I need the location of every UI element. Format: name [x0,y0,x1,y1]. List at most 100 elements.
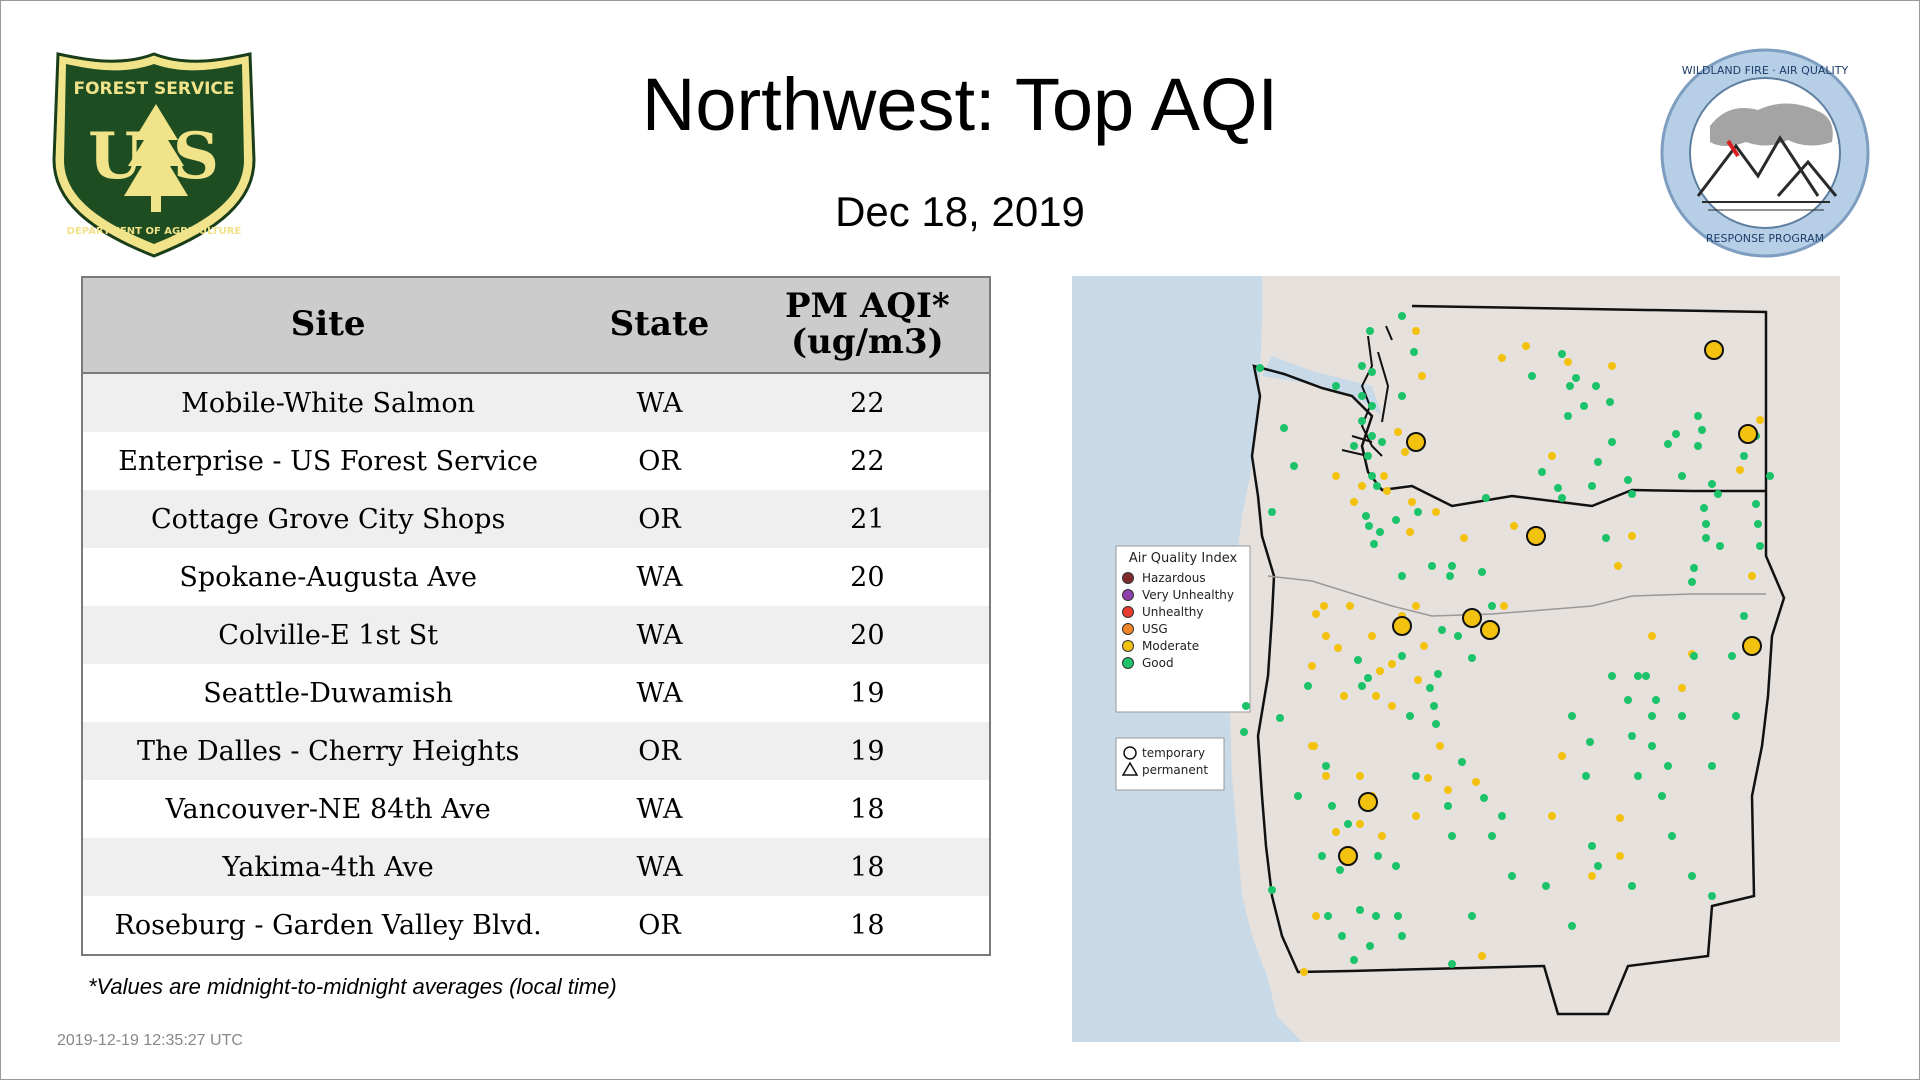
or-wa-border [1267,575,1766,617]
monitor-site-marker [1472,778,1480,786]
monitor-site-marker [1322,772,1330,780]
monitor-site-marker [1708,762,1716,770]
svg-text:S: S [173,119,219,194]
monitor-site-marker [1364,674,1372,682]
monitor-site-marker [1478,952,1486,960]
monitor-site-marker [1678,684,1686,692]
shape-legend-box [1115,737,1225,791]
legend-swatch [1122,572,1134,584]
monitor-site-marker [1332,382,1340,390]
monitor-site-marker [1398,312,1406,320]
temporary-site-marker [1358,792,1378,812]
monitor-site-marker [1568,712,1576,720]
footnote: *Values are midnight-to-midnight average… [88,974,617,999]
monitor-site-marker [1634,672,1642,680]
monitor-site-marker [1538,468,1546,476]
cell-aqi: 22 [745,373,990,432]
cell-state: OR [573,896,746,955]
cell-state: OR [573,432,746,490]
monitor-site-marker [1548,812,1556,820]
monitor-site-marker [1588,482,1596,490]
monitor-site-marker [1542,882,1550,890]
monitor-site-marker [1354,656,1362,664]
legend-label: Very Unhealthy [1142,588,1234,602]
monitor-site-marker [1694,412,1702,420]
monitor-site-marker [1482,494,1490,502]
monitor-site-marker [1318,852,1326,860]
monitor-site-marker [1702,534,1710,542]
monitor-site-marker [1766,472,1774,480]
cell-state: WA [573,606,746,664]
cell-state: OR [573,722,746,780]
header-aqi: PM AQI* (ug/m3) [745,277,990,374]
monitor-site-marker [1436,742,1444,750]
monitor-site-marker [1394,428,1402,436]
temporary-site-marker [1738,424,1758,444]
monitor-site-marker [1566,382,1574,390]
monitor-site-marker [1606,398,1614,406]
monitor-site-marker [1446,572,1454,580]
monitor-site-marker [1368,432,1376,440]
monitor-site-marker [1336,866,1344,874]
monitor-site-marker [1365,522,1373,530]
monitor-site-marker [1480,794,1488,802]
monitor-site-marker [1488,602,1496,610]
monitor-site-marker [1412,772,1420,780]
shape-legend-permanent: permanent [1142,763,1208,777]
washington-coast [1262,276,1402,386]
monitor-site-marker [1756,542,1764,550]
cell-aqi: 22 [745,432,990,490]
monitor-site-marker [1418,372,1426,380]
cell-aqi: 18 [745,838,990,896]
monitor-site-marker [1716,542,1724,550]
monitor-site-marker [1414,508,1422,516]
cell-site: The Dalles - Cherry Heights [82,722,574,780]
monitor-site-marker [1628,532,1636,540]
fs-bottom-text: DEPARTMENT OF AGRICULTURE [67,226,242,237]
table-row: Cottage Grove City Shops OR 21 [82,490,990,548]
monitor-site-marker [1634,772,1642,780]
monitor-site-marker [1312,912,1320,920]
monitor-site-marker [1648,632,1656,640]
monitor-site-marker [1374,852,1382,860]
monitor-site-marker [1368,632,1376,640]
monitor-site-marker [1628,732,1636,740]
monitor-site-marker [1558,752,1566,760]
monitor-site-marker [1358,482,1366,490]
monitor-site-marker [1478,568,1486,576]
cell-aqi: 20 [745,606,990,664]
monitor-site-marker [1528,372,1536,380]
monitor-site-marker [1554,484,1562,492]
monitor-site-marker [1414,676,1422,684]
monitor-site-marker [1383,487,1391,495]
legend-label: Unhealthy [1142,605,1203,619]
map-land [1224,276,1840,1042]
monitor-site-marker [1432,720,1440,728]
monitor-site-marker [1406,528,1414,536]
monitor-site-marker [1376,528,1384,536]
table-row: Yakima-4th Ave WA 18 [82,838,990,896]
monitor-site-marker [1412,327,1420,335]
monitor-site-marker [1488,832,1496,840]
fs-top-text: FOREST SERVICE [73,79,234,99]
monitor-site-marker [1688,578,1696,586]
legend-swatch [1122,623,1134,635]
table-row: Colville-E 1st St WA 20 [82,606,990,664]
monitor-site-marker [1358,362,1366,370]
table-row: Enterprise - US Forest Service OR 22 [82,432,990,490]
monitor-site-marker [1642,672,1650,680]
monitor-site-marker [1338,932,1346,940]
cell-site: Colville-E 1st St [82,606,574,664]
monitor-site-marker [1616,852,1624,860]
monitor-site-marker [1268,886,1276,894]
monitor-site-marker [1708,480,1716,488]
table-row: Seattle-Duwamish WA 19 [82,664,990,722]
monitor-site-marker [1242,702,1250,710]
temporary-site-marker [1462,608,1482,628]
monitor-site-marker [1756,416,1764,424]
monitor-site-marker [1392,516,1400,524]
monitor-site-marker [1376,667,1384,675]
monitor-site-marker [1714,490,1722,498]
monitor-site-marker [1372,912,1380,920]
monitor-site-marker [1358,392,1366,400]
